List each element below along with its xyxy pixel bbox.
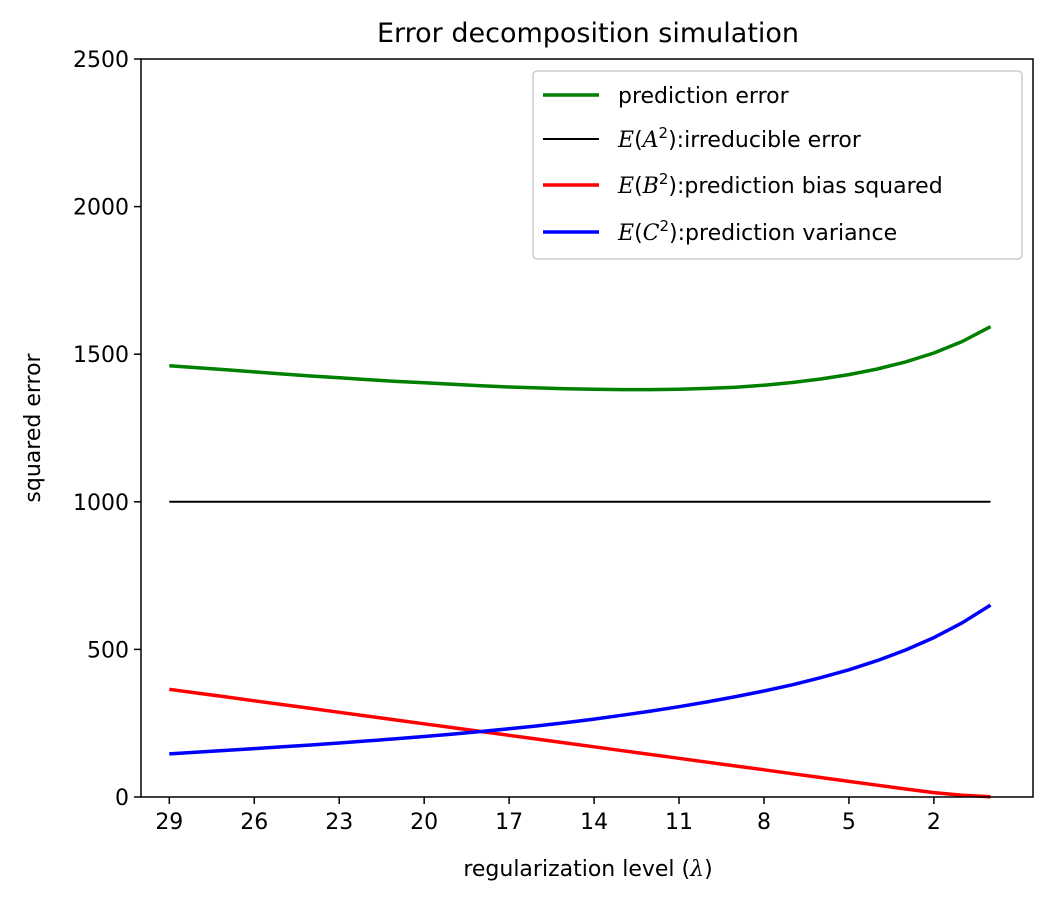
y-tick-label-3: 1500 [73, 343, 129, 368]
y-tick-label-0: 0 [115, 786, 129, 811]
y-axis: 0 500 1000 1500 2000 2500 [73, 48, 141, 811]
legend-label-1: E(A2):irreducible error [617, 124, 862, 153]
x-tick-label-4: 17 [495, 810, 523, 835]
x-tick-label-3: 20 [410, 810, 438, 835]
x-axis: 29 26 23 20 17 14 11 8 5 2 [155, 797, 941, 835]
legend: prediction error E(A2):irreducible error E… [532, 70, 1023, 260]
plot-frame [140, 58, 1034, 798]
x-tick-label-6: 11 [665, 810, 693, 835]
legend-label-2: E(B2):prediction bias squared [617, 170, 943, 199]
y-tick-label-4: 2000 [73, 196, 129, 221]
series-line-2 [169, 687, 991, 799]
x-axis-label: regularization level (λ) [463, 857, 712, 882]
y-tick-label-2: 1000 [73, 491, 129, 516]
x-tick-label-7: 8 [757, 810, 771, 835]
y-axis-label: squared error [21, 352, 46, 502]
x-tick-label-5: 14 [580, 810, 608, 835]
legend-label-0: prediction error [618, 84, 790, 109]
x-tick-label-0: 29 [155, 810, 183, 835]
x-tick-label-9: 2 [927, 810, 941, 835]
legend-label-3: E(C2):prediction variance [617, 217, 897, 246]
x-tick-label-2: 23 [325, 810, 353, 835]
chart-title: Error decomposition simulation [377, 18, 799, 49]
series-line-0 [169, 325, 992, 392]
series-line-3 [169, 603, 992, 756]
x-tick-label-1: 26 [240, 810, 268, 835]
legend-box [532, 70, 1023, 260]
series-layer [169, 325, 992, 799]
y-tick-label-1: 500 [87, 638, 129, 663]
x-tick-label-8: 5 [842, 810, 856, 835]
y-tick-label-5: 2500 [73, 48, 129, 73]
